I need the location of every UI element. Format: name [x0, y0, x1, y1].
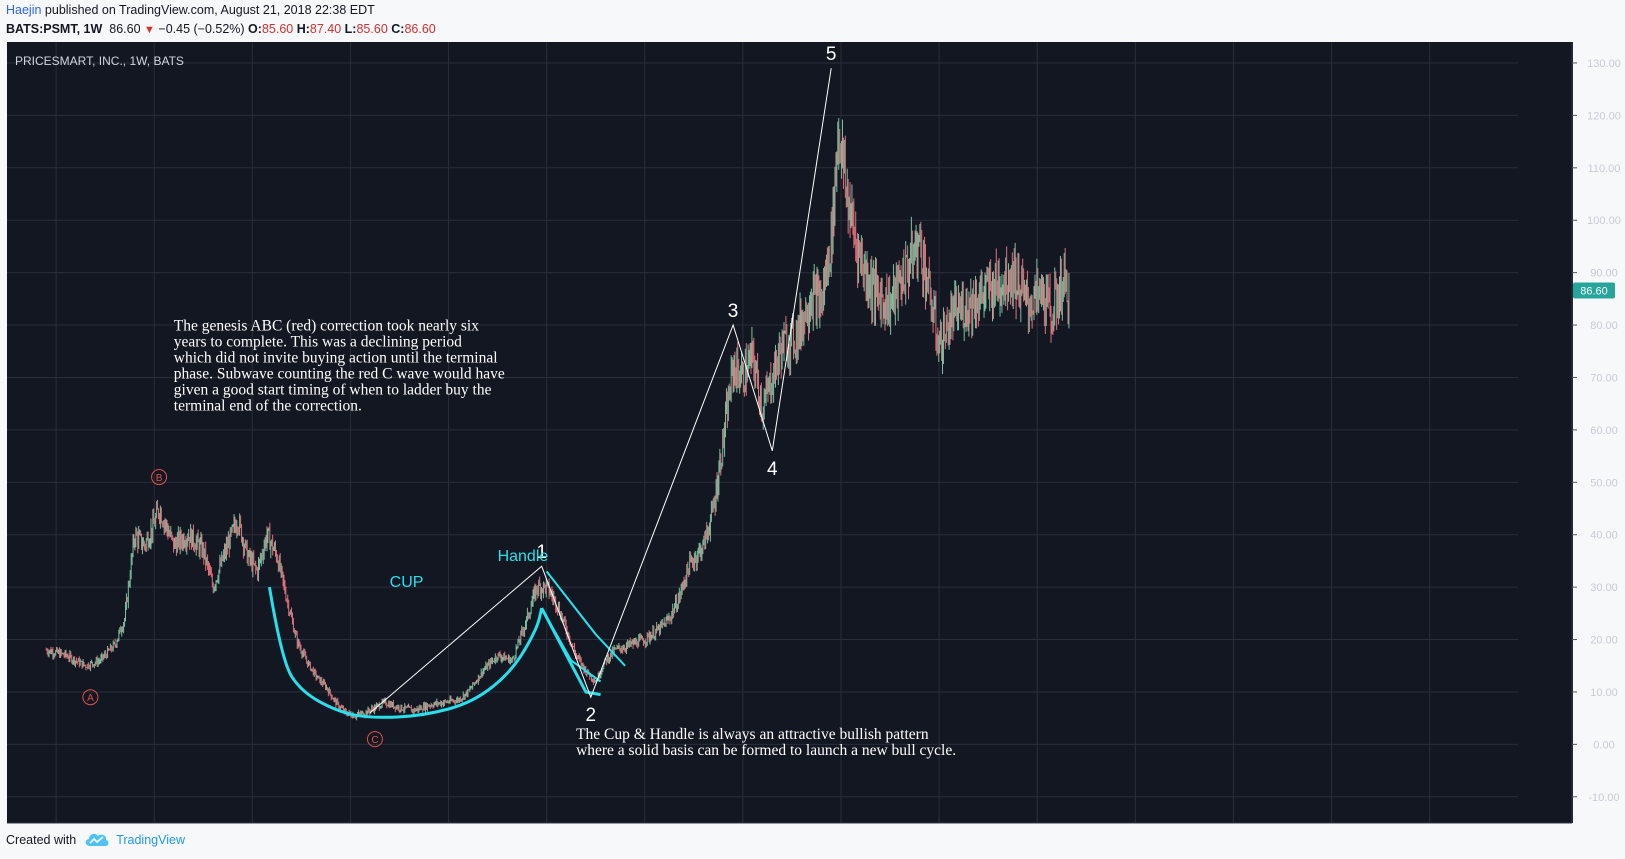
- tradingview-cloud-icon: [85, 833, 109, 846]
- y-tick-label: 60.00: [1590, 425, 1618, 437]
- y-tick-label: 130.00: [1587, 58, 1621, 70]
- open-value: 85.60: [261, 22, 294, 36]
- footer: Created with TradingView: [6, 832, 185, 847]
- symbol-label: BATS:PSMT, 1W: [6, 22, 103, 36]
- y-tick-label: 30.00: [1590, 582, 1618, 594]
- high-label: H:: [296, 22, 310, 36]
- annotation-line: terminal end of the correction.: [174, 397, 362, 414]
- abc-circle-A: [82, 689, 99, 706]
- cup-curve: [267, 586, 544, 719]
- y-tick-label: 100.00: [1587, 215, 1621, 227]
- abc-circle-C: [366, 731, 383, 748]
- pattern-label: Handle: [498, 548, 549, 565]
- created-with-text: Created with: [6, 832, 77, 847]
- annotation-line: years to complete. This was a declining …: [174, 333, 462, 350]
- grid: [7, 42, 1518, 823]
- price-change: −0.45 (−0.52%): [158, 22, 245, 36]
- y-tick-label: 0.00: [1593, 739, 1614, 751]
- wave-label-1: 1: [536, 542, 547, 563]
- close-label: C:: [391, 22, 405, 36]
- annotation-line: The genesis ABC (red) correction took ne…: [174, 317, 479, 334]
- y-tick-label: 50.00: [1590, 477, 1618, 489]
- wave-label-4: 4: [767, 459, 778, 480]
- y-tick-label: 40.00: [1590, 530, 1618, 542]
- symbol-info: BATS:PSMT, 1W 86.60 ▼ −0.45 (−0.52%) O:8…: [6, 22, 436, 36]
- y-tick-label: 80.00: [1590, 320, 1618, 332]
- tradingview-link[interactable]: TradingView: [84, 832, 185, 847]
- annotation-line: phase. Subwave counting the red C wave w…: [174, 365, 505, 382]
- elliott-wave-line: [369, 68, 832, 714]
- y-tick-label: 20.00: [1590, 635, 1618, 647]
- tradingview-brand: TradingView: [116, 832, 185, 847]
- last-price-box: [1573, 282, 1615, 299]
- wave-label-2: 2: [586, 705, 597, 726]
- high-value: 87.40: [309, 22, 342, 36]
- wave-label-3: 3: [728, 301, 739, 322]
- drawings: 1 2 3 4 5 A B C CUP Handle The genesis ABC (red) c…: [82, 44, 956, 759]
- low-label: L:: [344, 22, 357, 36]
- chart-title: PRICESMART, INC., 1W, BATS: [15, 54, 184, 68]
- handle-channel-lower: [540, 607, 602, 683]
- annotation-line: given a good start timing of when to lad…: [174, 381, 492, 398]
- abc-label-B: B: [156, 473, 163, 484]
- open-label: O:: [248, 22, 262, 36]
- abc-label-C: C: [371, 735, 378, 746]
- abc-label-A: A: [87, 693, 94, 704]
- handle-channel-upper: [545, 570, 626, 667]
- publish-text: published on TradingView.com, August 21,…: [41, 3, 375, 17]
- last-price-text: 86.60: [1580, 285, 1608, 297]
- annotation-line: The Cup & Handle is always an attractive…: [576, 726, 929, 743]
- close-value: 86.60: [404, 22, 436, 36]
- low-value: 85.60: [356, 22, 388, 36]
- y-tick-label: 90.00: [1590, 268, 1618, 280]
- price-axis[interactable]: 130.00 120.00 110.00 100.00 90.00 80.00 70.00 6…: [1572, 58, 1621, 804]
- publish-info: Haejin published on TradingView.com, Aug…: [6, 3, 375, 17]
- candles: [45, 117, 1070, 721]
- last-price: 86.60: [109, 22, 141, 36]
- pattern-label: CUP: [390, 574, 424, 591]
- y-tick-label: 70.00: [1590, 372, 1618, 384]
- annotation-line: which did not invite buying action until…: [174, 349, 498, 366]
- y-tick-label: -10.00: [1588, 792, 1619, 804]
- y-tick-label: 120.00: [1587, 110, 1621, 122]
- chart-background: [7, 42, 1573, 823]
- y-tick-label: 110.00: [1588, 163, 1621, 175]
- down-arrow-icon: ▼: [144, 24, 155, 36]
- abc-circle-B: [151, 469, 168, 486]
- price-chart[interactable]: PRICESMART, INC., 1W, BATS 130.00120.001…: [0, 42, 1625, 827]
- y-tick-label: 10.00: [1590, 687, 1618, 699]
- annotation-line: where a solid basis can be formed to lau…: [576, 742, 956, 759]
- last-price-tag: 86.60: [1573, 282, 1615, 299]
- author-link[interactable]: Haejin: [6, 3, 42, 17]
- wave-label-5: 5: [826, 44, 837, 65]
